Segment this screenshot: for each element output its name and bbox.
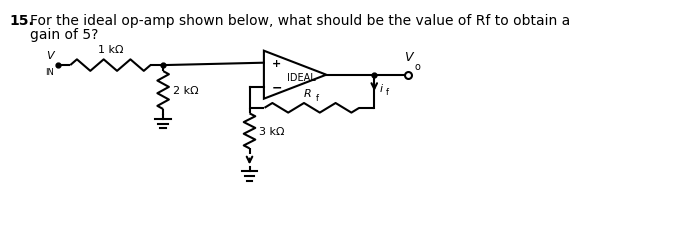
Text: +: + bbox=[271, 58, 281, 68]
Text: 1 kΩ: 1 kΩ bbox=[98, 44, 123, 54]
Text: f: f bbox=[386, 87, 389, 96]
Text: i: i bbox=[380, 84, 383, 94]
Text: 3 kΩ: 3 kΩ bbox=[259, 126, 285, 136]
Text: V: V bbox=[404, 51, 412, 64]
Text: 15.: 15. bbox=[10, 14, 34, 28]
Text: IDEAL: IDEAL bbox=[287, 72, 316, 82]
Text: R: R bbox=[303, 89, 311, 99]
Text: −: − bbox=[271, 81, 282, 94]
Text: 2 kΩ: 2 kΩ bbox=[173, 86, 198, 96]
Text: For the ideal op-amp shown below, what should be the value of Rf to obtain a: For the ideal op-amp shown below, what s… bbox=[30, 14, 570, 28]
Text: f: f bbox=[316, 94, 319, 103]
Text: gain of 5?: gain of 5? bbox=[30, 27, 98, 42]
Text: IN: IN bbox=[45, 68, 53, 77]
Text: V: V bbox=[46, 51, 53, 61]
Text: o: o bbox=[414, 62, 421, 72]
